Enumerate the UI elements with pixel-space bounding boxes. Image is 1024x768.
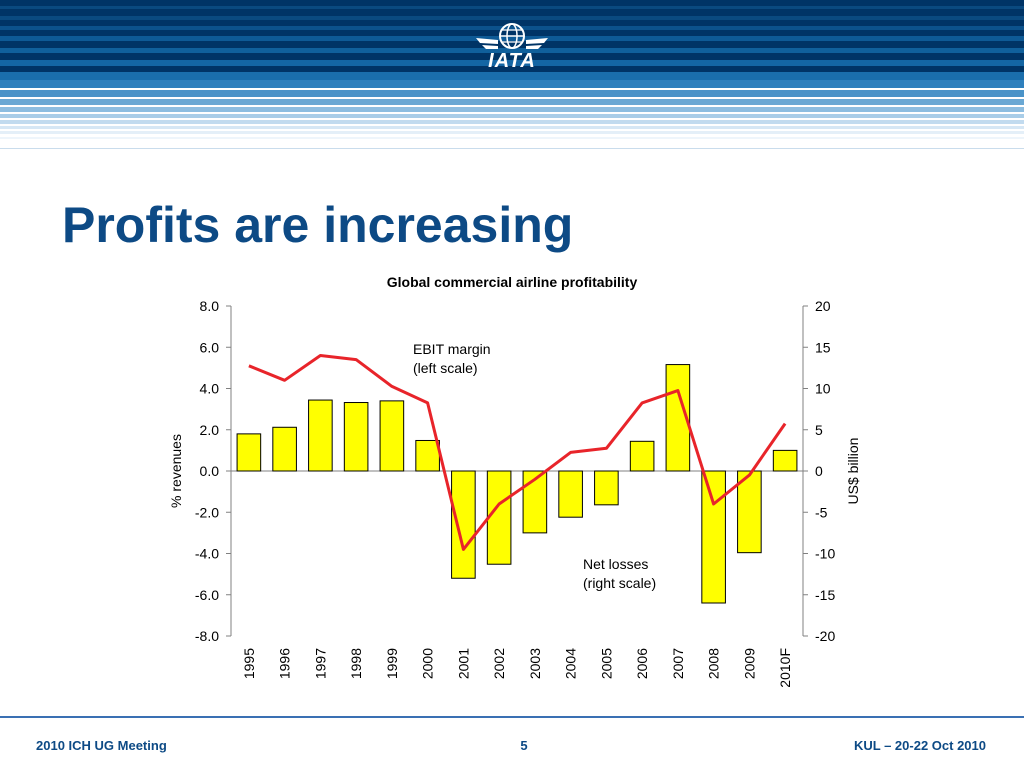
left-tick-label: 2.0 <box>200 422 220 438</box>
x-tick-label: 2004 <box>563 648 579 679</box>
annotation-loss-line1: Net losses <box>583 556 648 572</box>
right-tick-label: 5 <box>815 422 823 438</box>
right-tick-label: -5 <box>815 504 828 520</box>
header-banner <box>0 0 1024 152</box>
x-tick-label: 2006 <box>634 648 650 679</box>
x-tick-label: 1999 <box>384 648 400 679</box>
footer-divider <box>0 716 1024 718</box>
net-loss-bar <box>522 470 548 534</box>
net-loss-bar <box>415 439 440 472</box>
net-loss-bar <box>737 470 762 554</box>
annotation-ebit-line1: EBIT margin <box>413 341 491 357</box>
x-tick-label: 2005 <box>598 648 614 679</box>
x-tick-label: 2003 <box>527 648 543 679</box>
net-loss-bar <box>629 440 655 472</box>
left-tick-label: 6.0 <box>200 339 220 355</box>
footer-meeting-name: 2010 ICH UG Meeting <box>36 738 167 753</box>
right-tick-label: -10 <box>815 546 835 562</box>
left-tick-label: 8.0 <box>200 298 220 314</box>
left-tick-label: -6.0 <box>195 587 219 603</box>
x-tick-label: 2009 <box>741 648 757 679</box>
net-loss-bar <box>343 402 369 472</box>
net-loss-bar <box>379 400 405 472</box>
chart-title: Global commercial airline profitability <box>387 274 638 290</box>
x-tick-label: 2010F <box>777 648 793 688</box>
x-tick-label: 2001 <box>455 648 471 679</box>
annotation-loss-line2: (right scale) <box>583 575 656 591</box>
ebit-margin-line <box>248 354 787 551</box>
left-tick-label: 4.0 <box>200 381 220 397</box>
right-tick-label: 0 <box>815 463 823 479</box>
net-loss-bar <box>308 399 333 472</box>
x-tick-label: 1996 <box>277 648 293 679</box>
globe-logo-icon <box>476 23 548 49</box>
footer-page-number: 5 <box>520 738 528 753</box>
right-tick-label: 10 <box>815 381 831 397</box>
net-loss-bar <box>558 470 583 518</box>
x-tick-label: 1995 <box>241 648 257 679</box>
x-tick-label: 1998 <box>348 648 364 679</box>
x-tick-label: 2002 <box>491 648 507 679</box>
net-loss-bar <box>701 470 726 604</box>
left-axis-label: % revenues <box>168 434 184 508</box>
net-loss-bar <box>772 449 798 472</box>
right-tick-label: -20 <box>815 628 835 644</box>
right-tick-label: 15 <box>815 339 831 355</box>
left-tick-label: -4.0 <box>195 546 219 562</box>
x-tick-label: 2007 <box>670 648 686 679</box>
iata-logo-text: IATA <box>488 50 536 72</box>
x-tick-label: 2008 <box>706 648 722 679</box>
right-tick-label: 20 <box>815 298 831 314</box>
net-loss-bar <box>451 470 476 579</box>
x-tick-label: 2000 <box>420 648 436 679</box>
right-axis-label: US$ billion <box>845 438 861 505</box>
annotation-ebit-line2: (left scale) <box>413 360 478 376</box>
net-loss-bar <box>272 426 297 472</box>
footer-location-date: KUL – 20-22 Oct 2010 <box>854 738 986 753</box>
left-tick-label: 0.0 <box>200 463 220 479</box>
right-tick-label: -15 <box>815 587 835 603</box>
net-loss-bar <box>486 470 512 565</box>
net-loss-bar <box>236 433 262 472</box>
net-loss-bar <box>594 470 619 506</box>
x-tick-label: 1997 <box>312 648 328 679</box>
left-tick-label: -8.0 <box>195 628 219 644</box>
page-title: Profits are increasing <box>62 197 574 253</box>
left-tick-label: -2.0 <box>195 504 219 520</box>
